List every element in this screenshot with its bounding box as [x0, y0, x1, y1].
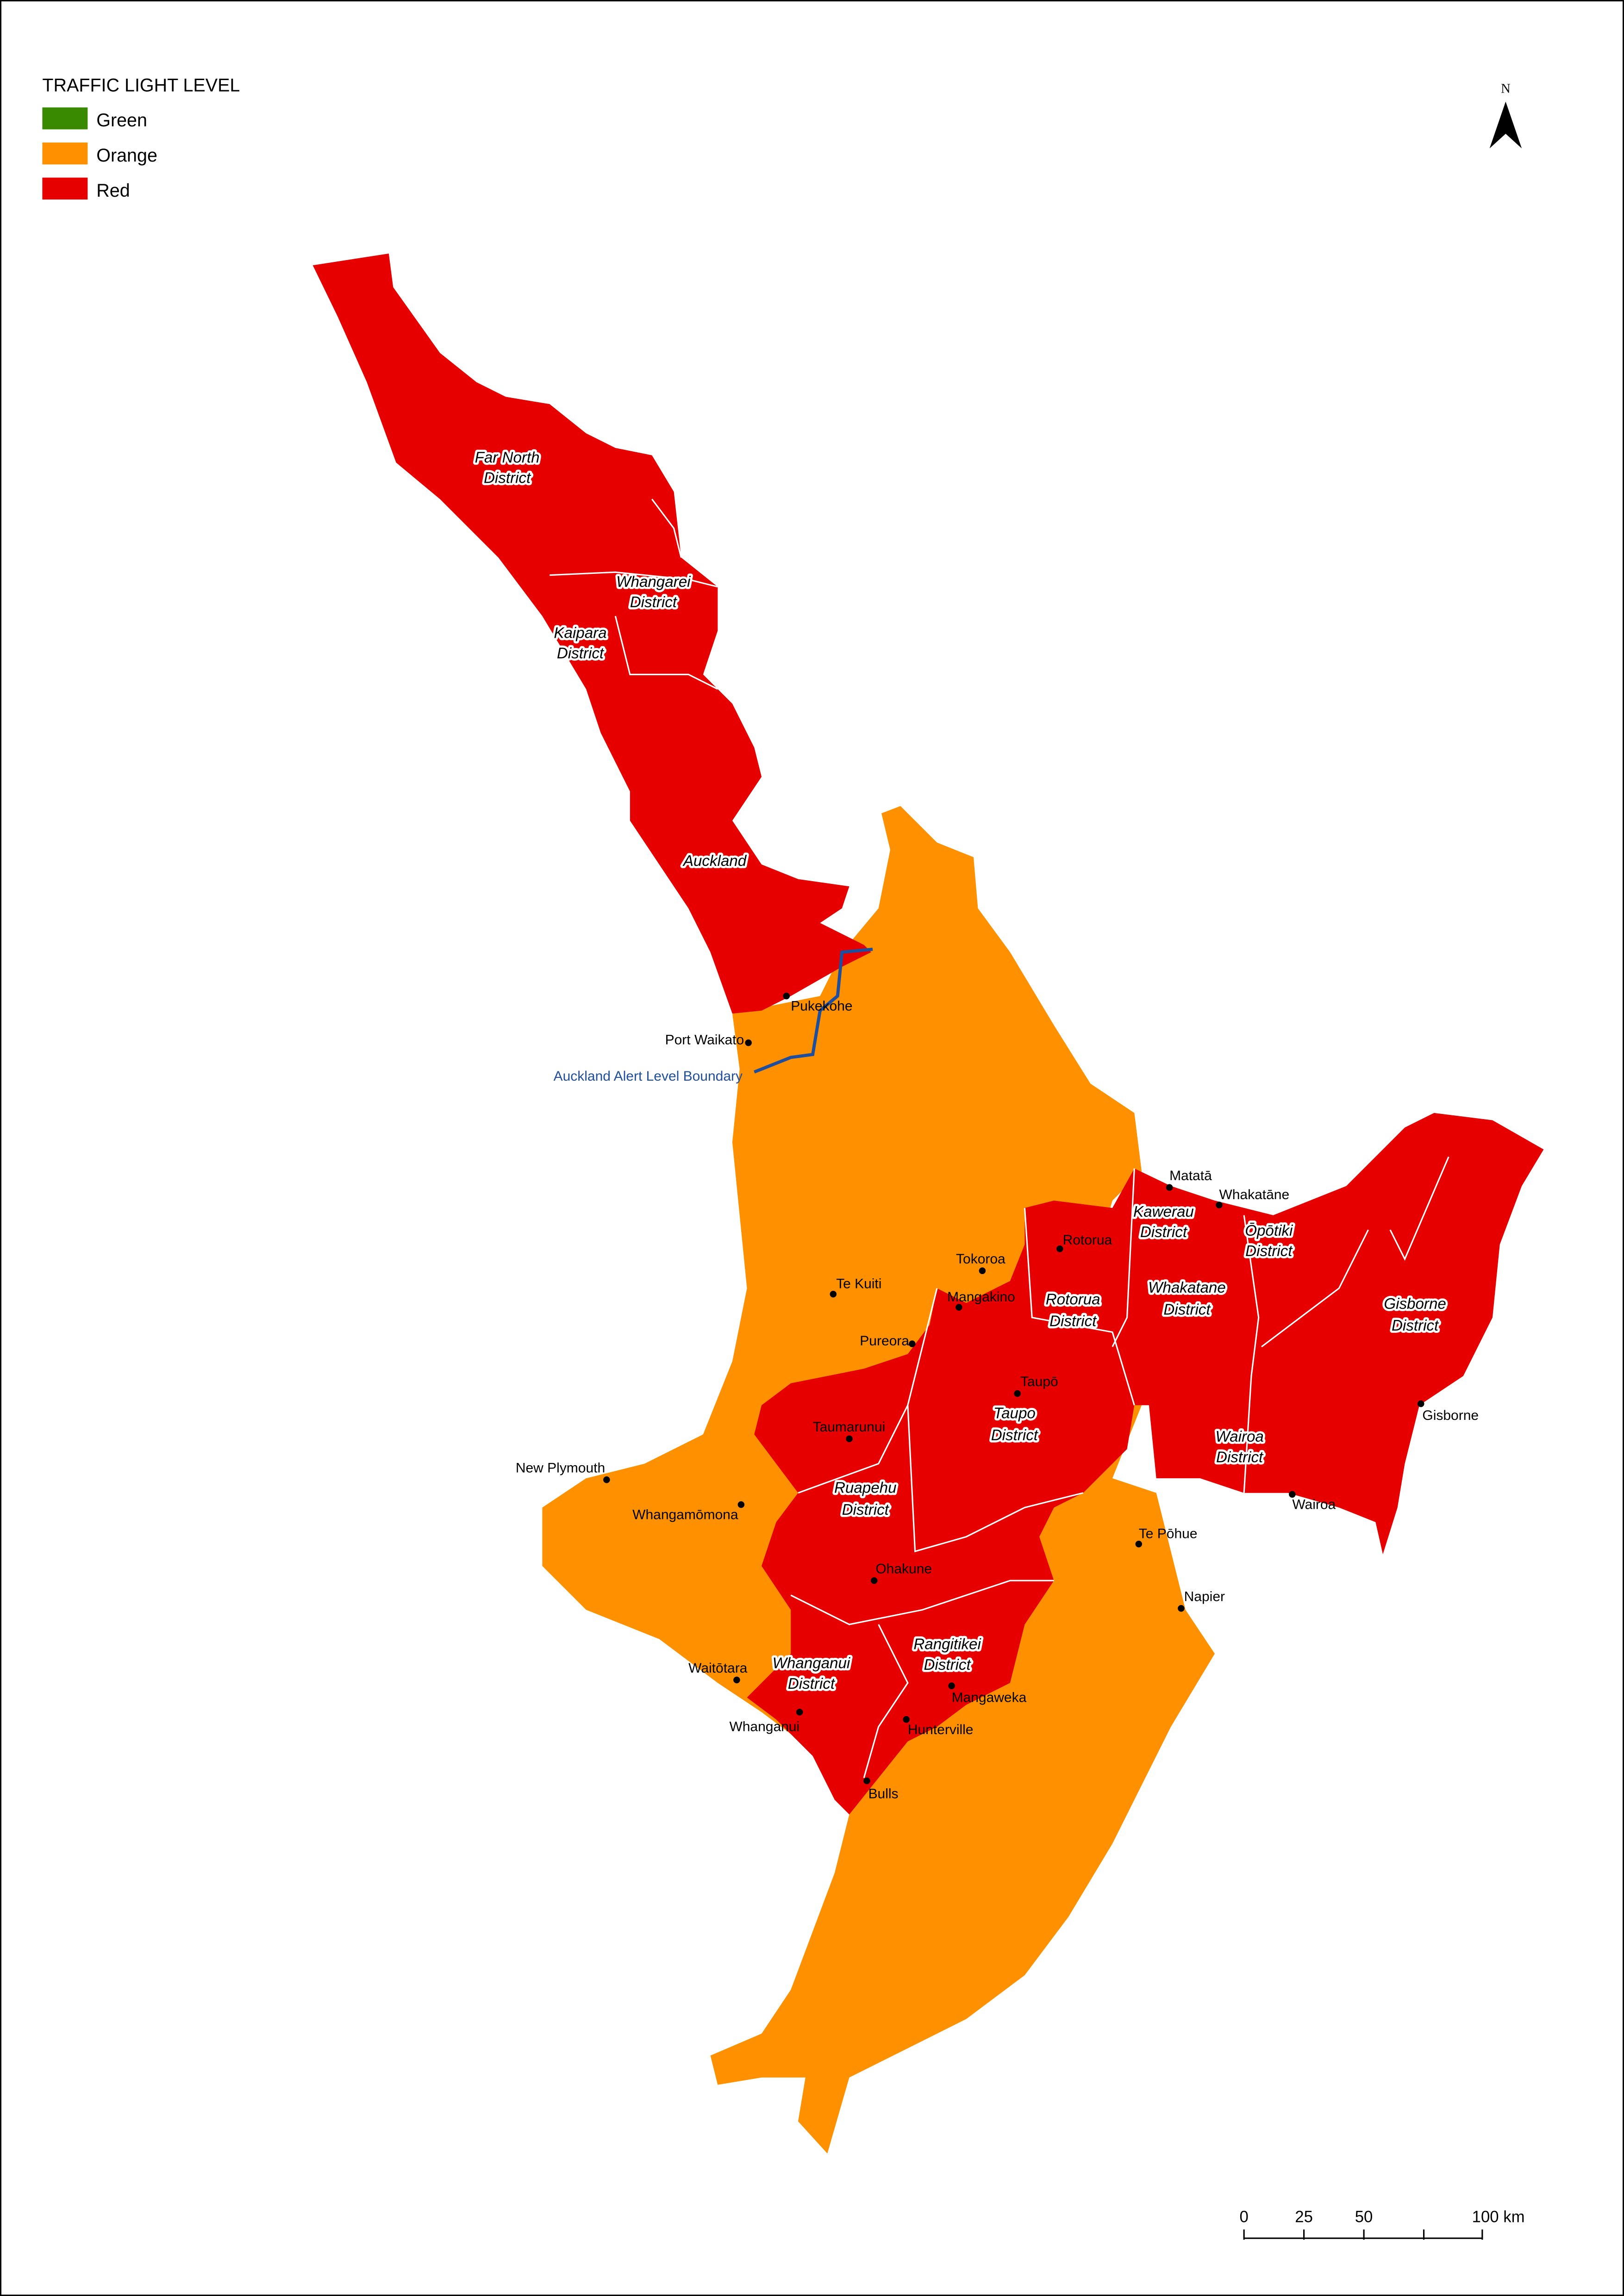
place-label: Waitōtara — [688, 1661, 748, 1676]
place-label: Ohakune — [875, 1561, 932, 1576]
place-dot — [745, 1039, 752, 1046]
district-label: Wairoa District — [1215, 1428, 1264, 1466]
district-label: Kawerau District — [1133, 1203, 1194, 1241]
district-label: Whanganui District — [773, 1655, 851, 1692]
place-dot — [956, 1304, 962, 1311]
place-dot — [737, 1501, 745, 1508]
place-dot — [870, 1577, 878, 1584]
legend-label-green: Green — [96, 110, 147, 131]
place-label: Whangamōmona — [632, 1507, 738, 1523]
place-label: Whanganui — [729, 1719, 800, 1734]
red-region-north — [312, 253, 871, 1014]
place-dot — [863, 1777, 870, 1785]
place-label: Taumarunui — [813, 1419, 886, 1435]
place-label: Whakatāne — [1219, 1187, 1289, 1202]
place-dot — [733, 1676, 740, 1684]
place-label: Napier — [1184, 1589, 1225, 1604]
place-label: Mangaweka — [952, 1690, 1027, 1705]
place-dot — [846, 1435, 853, 1443]
district-label: Whakatane District — [1148, 1279, 1226, 1318]
places: Pukekohe Port Waikato Te Kuiti Tokoroa M… — [516, 992, 1479, 1802]
scale-label: 50 — [1355, 2208, 1373, 2226]
place-dot — [603, 1476, 610, 1483]
place-dot — [948, 1682, 955, 1689]
red-region-central-east — [747, 1113, 1544, 1815]
place-label: Pukekohe — [791, 999, 852, 1014]
legend-label-red: Red — [96, 180, 130, 201]
legend-title: TRAFFIC LIGHT LEVEL — [42, 75, 240, 95]
district-label: Rangitikei District — [913, 1636, 981, 1674]
place-label: Bulls — [868, 1786, 899, 1802]
district-label: Ruapehu District — [834, 1480, 897, 1518]
north-arrow-icon: N — [1489, 82, 1522, 149]
legend-swatch-green — [42, 107, 88, 130]
place-label: Tokoroa — [956, 1251, 1006, 1267]
place-dot — [1135, 1541, 1143, 1548]
scale-bar: 0 25 50 100 km — [1239, 2208, 1525, 2240]
scale-label: 100 km — [1472, 2208, 1525, 2226]
place-dot — [979, 1267, 986, 1275]
district-label: Kaipara District — [554, 624, 606, 662]
place-dot — [1166, 1184, 1173, 1191]
place-label: Taupō — [1020, 1374, 1058, 1389]
place-label: Mangakino — [947, 1289, 1015, 1305]
district-label: Gisborne District — [1384, 1295, 1446, 1334]
legend-swatch-red — [42, 177, 88, 200]
place-label: Te Kuiti — [836, 1276, 881, 1292]
legend-label-orange: Orange — [96, 145, 157, 166]
place-dot — [1178, 1605, 1185, 1612]
district-boundaries — [550, 498, 1449, 1778]
svg-text:N: N — [1501, 82, 1511, 96]
place-dot — [830, 1291, 837, 1298]
place-dot — [1289, 1491, 1296, 1498]
place-label: Rotorua — [1063, 1232, 1112, 1248]
auckland-boundary-label: Auckland Alert Level Boundary — [554, 1069, 743, 1084]
district-labels: Far North District Whangarei District Kaip… — [473, 447, 1449, 1695]
place-label: Port Waikato — [665, 1032, 744, 1047]
place-label: Te Pōhue — [1139, 1526, 1198, 1542]
place-dot — [1056, 1245, 1063, 1252]
district-label: Taupo District — [991, 1405, 1039, 1444]
scale-label: 0 — [1239, 2208, 1248, 2226]
legend: TRAFFIC LIGHT LEVEL Green Orange Red — [42, 75, 240, 201]
place-dot — [783, 992, 790, 1000]
auckland-alert-boundary-line — [753, 947, 873, 1074]
legend-swatch-orange — [42, 142, 88, 165]
district-label: Rotorua District — [1046, 1291, 1100, 1330]
place-dot — [1417, 1400, 1424, 1407]
scale-label: 25 — [1295, 2208, 1313, 2226]
district-label: Far North District — [475, 449, 540, 486]
district-label: Ōpōtiki District — [1245, 1222, 1293, 1260]
place-dot — [909, 1340, 916, 1347]
place-dot — [796, 1709, 803, 1716]
district-label: Whangarei District — [616, 573, 691, 611]
place-label: Wairoa — [1292, 1497, 1336, 1512]
place-label: New Plymouth — [516, 1461, 605, 1476]
district-label: Auckland — [682, 852, 747, 870]
place-label: Matatā — [1169, 1168, 1212, 1183]
place-dot — [903, 1716, 910, 1723]
place-dot — [1216, 1201, 1223, 1208]
place-dot — [1014, 1390, 1021, 1397]
place-label: Gisborne — [1422, 1408, 1479, 1423]
place-label: Pureora — [860, 1333, 909, 1349]
place-label: Hunterville — [908, 1722, 974, 1737]
